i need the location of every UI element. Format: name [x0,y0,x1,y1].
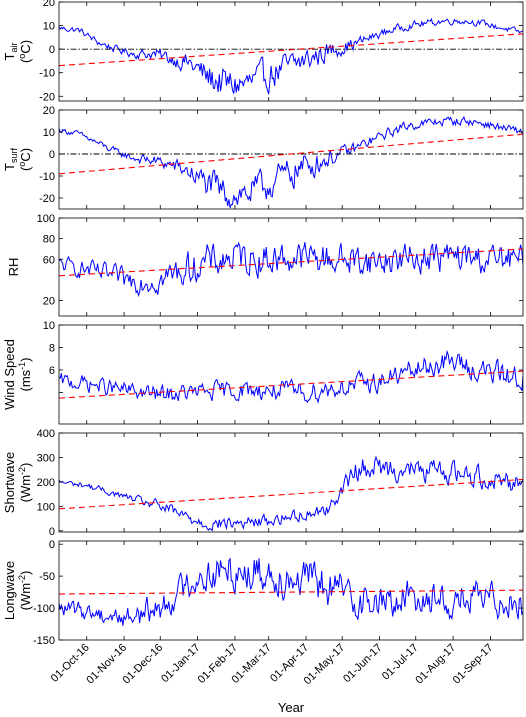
y-tick-label: -100 [33,603,55,615]
y-tick-label: 0 [49,44,55,56]
y-axis-unit: (Wm-2) [17,571,33,611]
y-tick-label: 100 [37,213,55,225]
y-tick-label: 20 [43,296,55,308]
axes-frame [58,540,524,641]
y-axis-unit: (ms-1) [17,357,33,391]
y-tick-label: 10 [43,127,55,139]
axes-frame [58,432,524,533]
axes-frame [58,324,524,425]
panel-4: 6 8 10 Wind Speed (ms-1) [2,320,524,425]
y-tick-label: 20 [43,105,55,117]
series-line [59,241,523,298]
series-line [59,455,523,532]
series-line [59,17,523,95]
y-tick-label: 10 [43,21,55,33]
series-line [59,115,523,208]
panel-6: -150 -100 -50 0 Longwave (Wm-2) [2,539,524,647]
y-tick-label: 100 [37,501,55,513]
y-tick-label: -10 [39,171,55,183]
y-tick-label: 400 [37,428,55,440]
y-axis-label: Longwave [2,561,17,620]
x-tick-label: 01-Sep-17 [451,642,496,687]
y-tick-label: -150 [33,635,55,647]
y-axis-unit: (oC) [17,40,33,63]
y-axis-unit: (oC) [17,148,33,171]
y-tick-label: 60 [43,254,55,266]
x-tick-label: 01-Jun-17 [341,642,385,686]
y-tick-label: 300 [37,452,55,464]
x-axis-label: Year [278,700,305,715]
series-line [59,349,523,404]
y-axis-label: Tsurf [2,148,19,171]
trend-line [58,478,524,510]
y-axis-label: Tair [2,43,19,61]
y-tick-label: 20 [43,0,55,9]
y-tick-label: 8 [49,343,55,355]
trend-line [58,133,524,175]
trend-line [58,370,524,399]
panel-1: -20 -10 0 10 20 Tair(oC) [2,0,524,103]
y-tick-label: -10 [39,68,55,80]
y-tick-label: 0 [49,149,55,161]
y-axis-label: RH [6,258,21,277]
y-tick-label: -20 [39,91,55,103]
y-tick-label: 0 [49,526,55,538]
trend-line [58,248,524,277]
y-tick-label: -50 [39,571,55,583]
y-axis-label: Wind Speed [2,339,17,410]
y-tick-label: 200 [37,477,55,489]
axes-frame [58,109,524,210]
y-tick-label: -20 [39,193,55,205]
series-line [59,557,523,626]
y-tick-label: 0 [49,539,55,551]
y-tick-label: 6 [49,365,55,377]
y-tick-label: 80 [43,234,55,246]
panel-2: -20 -10 0 10 20 Tsurf(oC) [2,105,524,210]
axes-frame [58,1,524,102]
panel-3: 20 60 80 100 RH [6,213,524,317]
trend-line [58,33,524,67]
y-axis-unit: (Wm-2) [17,463,33,503]
trend-line [58,589,524,595]
y-tick-label: 10 [43,320,55,332]
y-axis-label: Shortwave [2,452,17,513]
axes-frame [58,217,524,317]
panel-5: 0 100 200 300 400 Shortwave (Wm-2) [2,428,524,538]
